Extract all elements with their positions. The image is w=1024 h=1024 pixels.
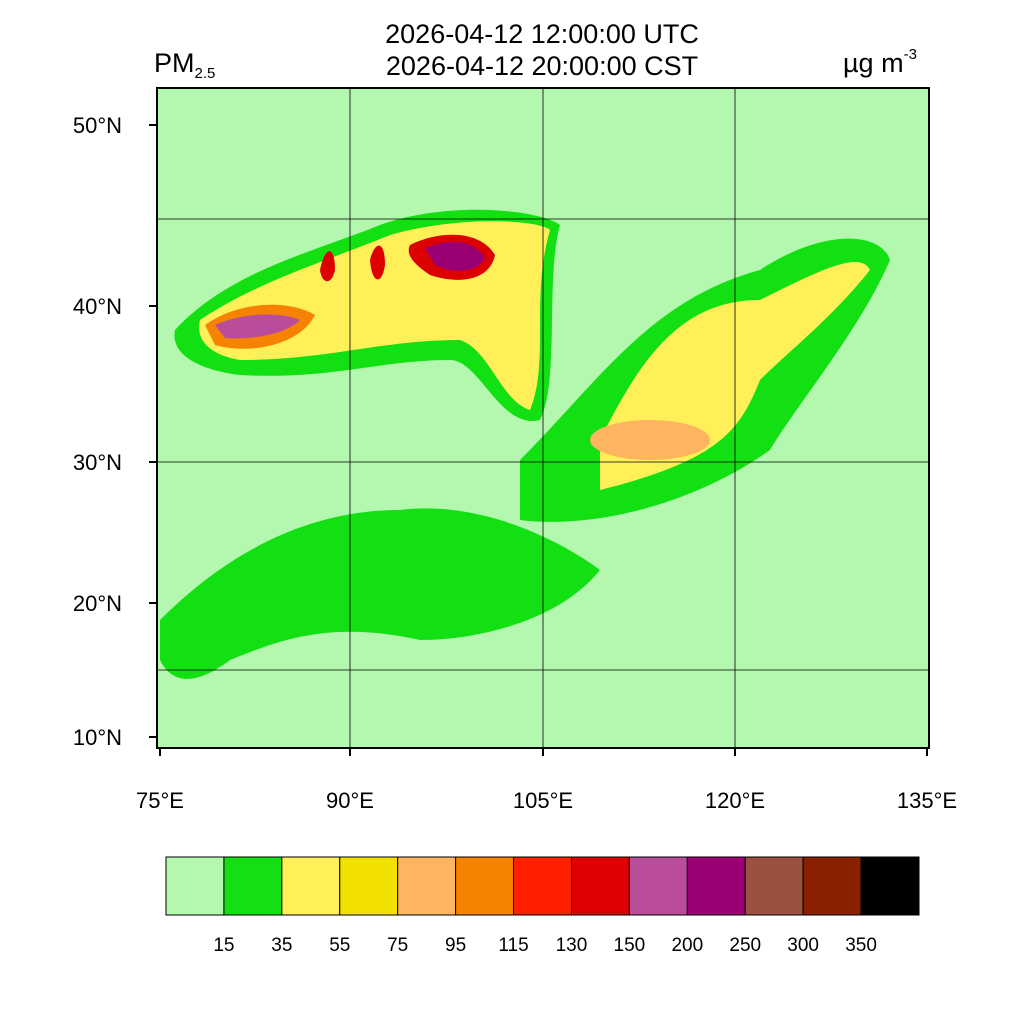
- colorbar-box: [860, 856, 920, 916]
- colorbar-box: [513, 856, 572, 916]
- colorbar-box: [339, 856, 399, 916]
- colorbar-label: 250: [729, 935, 761, 956]
- variable-subscript: 2.5: [195, 65, 216, 82]
- lon-label: 135°E: [897, 788, 957, 813]
- colorbar-box: [628, 856, 688, 916]
- colorbar-label: 200: [671, 935, 703, 956]
- title-line: 2026-04-12 12:00:00 UTC: [385, 19, 699, 49]
- colorbar-label: 300: [787, 935, 819, 956]
- lon-label: 105°E: [513, 788, 573, 813]
- colorbar-label: 130: [556, 935, 588, 956]
- colorbar-label: 75: [387, 935, 408, 956]
- pollution-field: [160, 209, 890, 679]
- lat-label: 40°N: [73, 294, 122, 319]
- colorbar-box: [570, 856, 630, 916]
- colorbar-label: 150: [614, 935, 646, 956]
- lat-label: 50°N: [73, 113, 122, 138]
- unit-label: µg m-3: [843, 46, 917, 78]
- colorbar-label: 350: [845, 935, 877, 956]
- lat-label: 10°N: [73, 725, 122, 750]
- lon-label: 120°E: [705, 788, 765, 813]
- title-line: 2026-04-12 20:00:00 CST: [386, 51, 698, 81]
- lon-label: 75°E: [136, 788, 184, 813]
- lat-label: 20°N: [73, 591, 122, 616]
- variable: PM: [154, 48, 195, 78]
- colorbar-label: 35: [271, 935, 292, 956]
- colorbar-box: [165, 856, 225, 916]
- lat-label: 30°N: [73, 450, 122, 475]
- graticule: [157, 88, 929, 748]
- unit-superscript: -3: [904, 46, 917, 63]
- colorbar-box: [223, 856, 283, 916]
- colorbar-label: 55: [329, 935, 350, 956]
- colorbar-label: 115: [498, 935, 528, 956]
- colorbar-box: [686, 856, 746, 916]
- colorbar-box: [802, 856, 862, 916]
- lat-axis: 50°N 40°N 30°N 20°N 10°N: [73, 113, 157, 750]
- lon-axis: 75°E 90°E 105°E 120°E 135°E: [136, 748, 957, 813]
- colorbar-box: [455, 856, 515, 916]
- lon-label: 90°E: [326, 788, 374, 813]
- colorbar: 15 35 55 75 95 115 130 150 200 250 300 350: [165, 856, 920, 956]
- colorbar-label: 15: [213, 935, 234, 956]
- colorbar-box: [744, 856, 804, 916]
- colorbar-label: 95: [445, 935, 466, 956]
- colorbar-box: [281, 856, 341, 916]
- map: [156, 87, 930, 749]
- colorbar-box: [397, 856, 457, 916]
- unit: µg m: [843, 48, 904, 78]
- variable-label: PM2.5: [154, 48, 215, 82]
